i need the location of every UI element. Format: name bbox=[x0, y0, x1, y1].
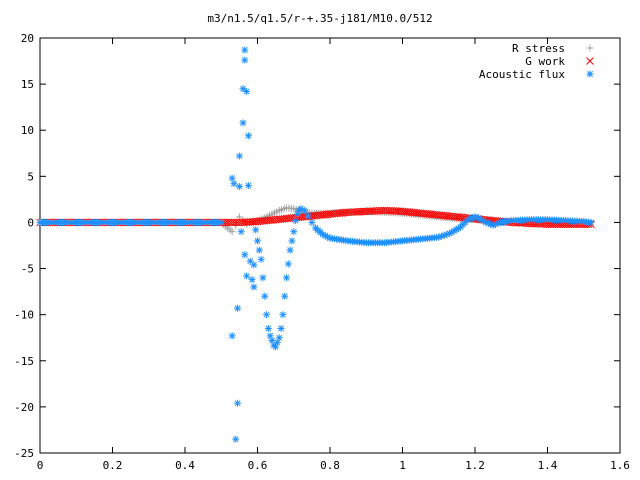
y-tick-label: -20 bbox=[14, 401, 34, 414]
data-point bbox=[292, 217, 300, 225]
x-tick-label: 0 bbox=[37, 459, 44, 472]
data-point bbox=[232, 435, 240, 443]
data-point bbox=[255, 246, 263, 254]
data-point bbox=[264, 325, 272, 332]
plot-frame bbox=[39, 37, 621, 454]
x-tick-label: 1.4 bbox=[538, 459, 558, 472]
data-point bbox=[301, 206, 309, 214]
y-tick-label: 10 bbox=[21, 124, 34, 137]
y-tick-label: 5 bbox=[27, 170, 34, 183]
data-point bbox=[241, 251, 249, 259]
chart-title: m3/n1.5/q1.5/r-+.35-j181/M10.0/512 bbox=[207, 12, 432, 25]
legend-label: R stress bbox=[512, 42, 565, 55]
data-point bbox=[252, 226, 260, 234]
data-point bbox=[304, 212, 312, 220]
data-point bbox=[587, 218, 595, 226]
data-point bbox=[235, 213, 243, 221]
data-point bbox=[235, 182, 243, 190]
data-point bbox=[290, 228, 298, 236]
y-tick-label: -10 bbox=[14, 309, 34, 322]
data-point bbox=[243, 87, 251, 95]
data-point bbox=[228, 174, 236, 182]
data-point bbox=[283, 274, 290, 282]
data-point bbox=[281, 292, 289, 300]
x-tick-label: 0.2 bbox=[103, 459, 123, 472]
data-point bbox=[254, 237, 261, 245]
data-point bbox=[277, 325, 285, 332]
data-point bbox=[286, 246, 294, 254]
data-point bbox=[250, 261, 258, 269]
x-tick-label: 0.6 bbox=[248, 459, 268, 472]
x-tick-label: 0.4 bbox=[175, 459, 195, 472]
data-point bbox=[230, 180, 238, 188]
data-point bbox=[248, 276, 256, 284]
legend-marker bbox=[586, 57, 594, 65]
y-tick-label: 15 bbox=[21, 78, 34, 91]
data-point bbox=[228, 332, 236, 340]
data-point bbox=[259, 274, 267, 282]
data-point bbox=[234, 304, 242, 312]
legend-marker bbox=[586, 70, 594, 78]
data-point bbox=[244, 182, 252, 190]
data-point bbox=[279, 311, 287, 319]
x-tick-label: 1.2 bbox=[465, 459, 485, 472]
y-tick-label: 20 bbox=[21, 32, 34, 45]
data-point bbox=[284, 260, 292, 268]
y-tick-label: -15 bbox=[14, 355, 34, 368]
legend-label: G work bbox=[525, 55, 565, 68]
x-axis-ticks: 0 0.2 0.4 0.6 0.8 1 1.2 1.4 1.6 bbox=[37, 38, 630, 472]
data-point bbox=[235, 152, 243, 160]
data-point bbox=[239, 85, 247, 93]
data-point bbox=[244, 132, 252, 140]
data-point bbox=[261, 292, 269, 300]
data-point bbox=[275, 334, 283, 342]
data-point bbox=[228, 228, 236, 236]
y-tick-label: 0 bbox=[27, 216, 34, 229]
data-point bbox=[263, 311, 271, 319]
data-point bbox=[217, 218, 225, 226]
data-point bbox=[241, 46, 249, 54]
data-point bbox=[237, 228, 245, 236]
data-point bbox=[239, 119, 247, 127]
data-point bbox=[243, 272, 251, 280]
data-point bbox=[288, 237, 296, 245]
x-tick-label: 0.8 bbox=[320, 459, 340, 472]
plot-area bbox=[36, 46, 595, 443]
data-point bbox=[250, 283, 258, 291]
x-tick-label: 1.6 bbox=[610, 459, 630, 472]
legend-label: Acoustic flux bbox=[479, 68, 565, 81]
x-tick-label: 1 bbox=[399, 459, 406, 472]
y-tick-label: -5 bbox=[21, 263, 34, 276]
legend-marker bbox=[586, 44, 594, 52]
data-point bbox=[234, 399, 242, 407]
data-point bbox=[257, 255, 265, 263]
y-tick-label: -25 bbox=[14, 447, 34, 460]
data-point bbox=[308, 218, 316, 226]
series-acoustic-flux bbox=[36, 46, 595, 443]
y-axis-ticks: 20 15 10 5 0 -5 -10 -15 -20 -25 bbox=[14, 32, 620, 460]
data-point bbox=[241, 56, 249, 64]
